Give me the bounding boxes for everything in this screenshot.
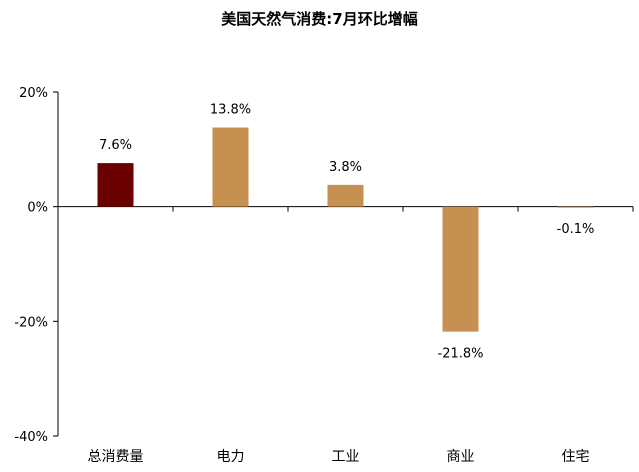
- bar: [442, 206, 479, 332]
- chart-title: 美国天然气消费:7月环比增幅: [221, 10, 418, 28]
- x-tick-label: 商业: [447, 449, 475, 465]
- bar: [212, 127, 249, 207]
- data-label: 13.8%: [210, 103, 251, 118]
- data-label: -21.8%: [438, 347, 484, 362]
- x-tick-label: 住宅: [562, 449, 590, 465]
- x-tick-label: 电力: [217, 449, 245, 465]
- y-tick-label: -40%: [14, 430, 48, 445]
- x-tick-label: 工业: [332, 449, 360, 465]
- y-tick-label: 20%: [19, 86, 48, 101]
- x-tick-label: 总消费量: [88, 449, 144, 465]
- y-tick-label: 0%: [27, 201, 48, 216]
- bar: [557, 206, 594, 208]
- data-label: -0.1%: [557, 222, 595, 237]
- y-tick-label: -20%: [14, 315, 48, 330]
- bar: [327, 184, 364, 207]
- data-label: 7.6%: [99, 138, 132, 153]
- data-label: 3.8%: [329, 160, 362, 175]
- bar: [97, 163, 134, 207]
